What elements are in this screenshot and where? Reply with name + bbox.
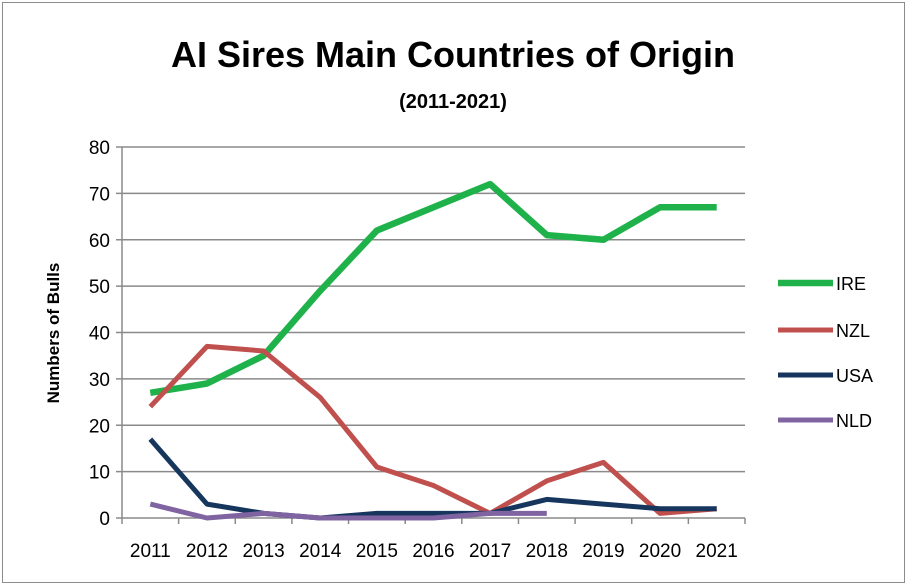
y-tick-label: 10 <box>89 463 110 484</box>
y-tick-label: 40 <box>89 324 110 345</box>
series-line-nld <box>149 501 547 521</box>
chart-subtitle: (2011-2021) <box>399 91 507 113</box>
x-tick-label: 2017 <box>469 541 511 562</box>
y-tick-labels: 0 10 20 30 40 50 60 70 80 <box>89 138 110 530</box>
x-tick-label: 2014 <box>299 541 342 562</box>
legend-label-ire: IRE <box>836 274 866 294</box>
x-tick-label: 2012 <box>186 541 228 562</box>
gridlines <box>122 146 745 473</box>
x-tick-labels: 2011 2012 2013 2014 2015 2016 2017 2018 2019 2020… <box>130 541 738 562</box>
y-tick-label: 50 <box>89 277 110 298</box>
y-tick-label: 30 <box>89 370 110 391</box>
series-lines <box>148 180 717 521</box>
x-tick-label: 2011 <box>130 541 171 562</box>
x-tick-label: 2019 <box>582 541 624 562</box>
x-tick-label: 2015 <box>356 541 398 562</box>
x-tick-label: 2018 <box>526 541 568 562</box>
x-tick-label: 2020 <box>639 541 681 562</box>
legend: IRE NZL USA NLD <box>778 274 873 431</box>
axes <box>116 146 746 524</box>
legend-label-usa: USA <box>836 366 873 386</box>
y-tick-label: 80 <box>89 138 110 159</box>
x-tick-label: 2016 <box>412 541 454 562</box>
y-tick-label: 0 <box>99 509 110 530</box>
y-tick-label: 20 <box>89 416 110 437</box>
series-line-usa <box>148 437 717 521</box>
y-tick-label: 60 <box>89 231 110 252</box>
chart-title: AI Sires Main Countries of Origin <box>171 34 735 75</box>
x-tick-label: 2013 <box>242 541 284 562</box>
legend-label-nzl: NZL <box>836 321 870 341</box>
legend-label-nld: NLD <box>836 411 872 431</box>
series-line-ire <box>149 180 717 397</box>
x-tick-label: 2021 <box>696 541 738 562</box>
y-tick-label: 70 <box>89 184 110 205</box>
y-axis-label: Numbers of Bulls <box>44 263 63 404</box>
